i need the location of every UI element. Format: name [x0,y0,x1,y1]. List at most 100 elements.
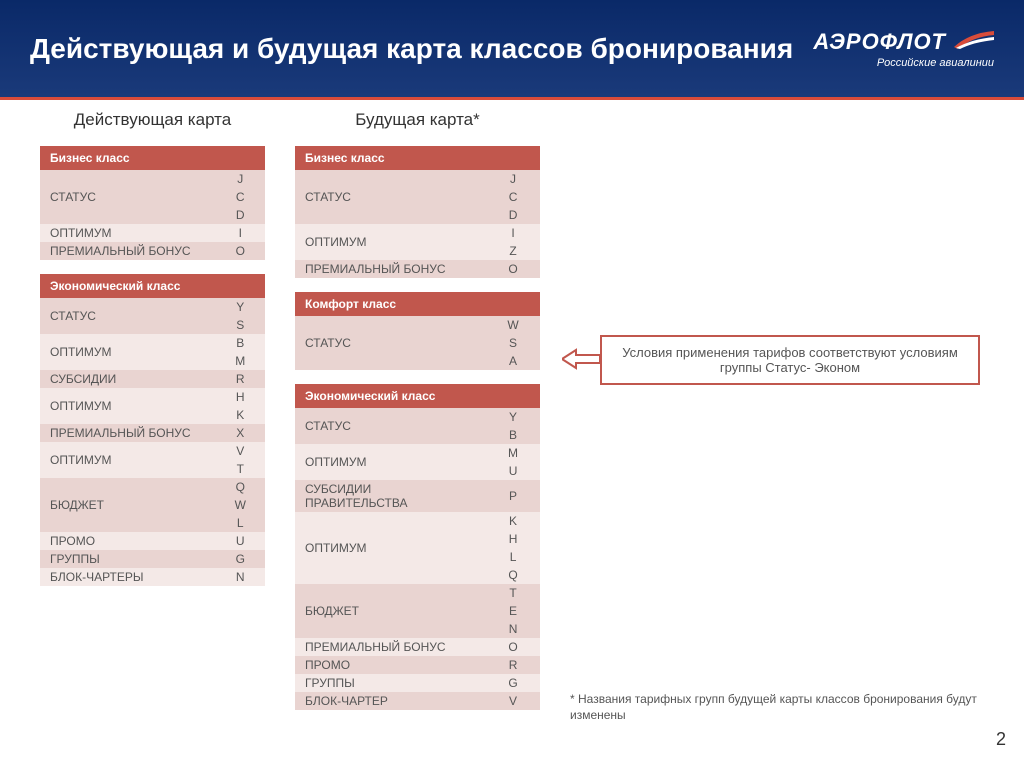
table-row: ПРЕМИАЛЬНЫЙ БОНУСO [295,260,540,278]
section-header: Комфорт класс [295,292,540,316]
table-row: ОПТИМУМI [40,224,265,242]
row-code: K [486,512,540,530]
row-code: J [486,170,540,188]
page-title: Действующая и будущая карта классов брон… [30,32,793,66]
logo-sub: Российские авиалинии [813,57,994,69]
row-code: E [486,602,540,620]
row-code: G [216,550,266,568]
row-code: R [216,370,266,388]
row-label: ОПТИМУМ [40,442,216,478]
table-row: СТАТУСW [295,316,540,334]
row-label: ГРУППЫ [295,674,486,692]
table-row: ОПТИМУМI [295,224,540,242]
row-code: M [216,352,266,370]
section-header: Бизнес класс [295,146,540,170]
row-code: I [216,224,266,242]
row-code: O [216,242,266,260]
row-label: ПРОМО [40,532,216,550]
row-label: ОПТИМУМ [295,444,486,480]
row-code: A [486,352,540,370]
row-code: V [216,442,266,460]
row-code: Z [486,242,540,260]
column-future: Будущая карта* Бизнес классСТАТУСJCDОПТИ… [295,110,540,724]
table-row: СТАТУСY [295,408,540,426]
column-future-title: Будущая карта* [295,110,540,130]
row-code: W [216,496,266,514]
table-row: ОПТИМУМM [295,444,540,462]
row-code: U [486,462,540,480]
row-code: R [486,656,540,674]
table-row: ГРУППЫG [40,550,265,568]
table-row: ОПТИМУМH [40,388,265,406]
row-code: S [216,316,266,334]
row-code: D [486,206,540,224]
class-table: Экономический классСТАТУСYSОПТИМУМBMСУБС… [40,274,265,586]
row-label: ОПТИМУМ [40,334,216,370]
row-label: СУБСИДИИ ПРАВИТЕЛЬСТВА [295,480,486,512]
row-code: C [486,188,540,206]
class-table: Бизнес классСТАТУСJCDОПТИМУМIZПРЕМИАЛЬНЫ… [295,146,540,278]
row-code: U [216,532,266,550]
row-label: ОПТИМУМ [295,512,486,584]
logo: АЭРОФЛОТ Российские авиалинии [813,29,994,69]
row-code: Q [486,566,540,584]
row-label: СТАТУС [295,170,486,224]
row-code: X [216,424,266,442]
content-area: Действующая карта Бизнес классСТАТУСJCDО… [0,100,1024,734]
column-current: Действующая карта Бизнес классСТАТУСJCDО… [40,110,265,600]
row-label: ПРЕМИАЛЬНЫЙ БОНУС [40,242,216,260]
section-header: Экономический класс [295,384,540,408]
row-label: ПРЕМИАЛЬНЫЙ БОНУС [295,638,486,656]
row-code: O [486,260,540,278]
row-code: I [486,224,540,242]
table-row: ГРУППЫG [295,674,540,692]
row-label: БЮДЖЕТ [295,584,486,638]
row-code: H [216,388,266,406]
section-header: Экономический класс [40,274,265,298]
table-row: БЮДЖЕТT [295,584,540,602]
footnote: * Названия тарифных групп будущей карты … [570,692,980,723]
table-row: ОПТИМУМB [40,334,265,352]
row-code: L [486,548,540,566]
wing-icon [954,29,994,55]
table-row: СТАТУСJ [295,170,540,188]
row-label: БЛОК-ЧАРТЕР [295,692,486,710]
table-row: СУБСИДИИR [40,370,265,388]
arrow-icon [562,348,602,375]
logo-main: АЭРОФЛОТ [813,29,994,55]
row-code: C [216,188,266,206]
row-code: T [486,584,540,602]
row-label: ПРЕМИАЛЬНЫЙ БОНУС [295,260,486,278]
row-label: СТАТУС [295,316,486,370]
row-code: B [486,426,540,444]
table-row: ПРЕМИАЛЬНЫЙ БОНУСO [295,638,540,656]
row-code: Y [216,298,266,316]
row-code: Q [216,478,266,496]
row-label: ОПТИМУМ [40,388,216,424]
row-code: H [486,530,540,548]
row-code: K [216,406,266,424]
row-label: СТАТУС [40,298,216,334]
row-code: J [216,170,266,188]
column-current-title: Действующая карта [40,110,265,130]
row-code: P [486,480,540,512]
table-row: СУБСИДИИ ПРАВИТЕЛЬСТВАP [295,480,540,512]
class-table: Экономический классСТАТУСYBОПТИМУМMUСУБС… [295,384,540,710]
row-code: W [486,316,540,334]
row-code: G [486,674,540,692]
table-row: БЛОК-ЧАРТЕРЫN [40,568,265,586]
page-number: 2 [996,729,1006,750]
row-label: ГРУППЫ [40,550,216,568]
callout-box: Условия применения тарифов соответствуют… [600,335,980,385]
page-header: Действующая и будущая карта классов брон… [0,0,1024,100]
row-code: T [216,460,266,478]
table-row: ОПТИМУМV [40,442,265,460]
row-code: S [486,334,540,352]
table-row: ПРЕМИАЛЬНЫЙ БОНУСO [40,242,265,260]
row-label: ПРЕМИАЛЬНЫЙ БОНУС [40,424,216,442]
table-row: ПРЕМИАЛЬНЫЙ БОНУСX [40,424,265,442]
row-code: V [486,692,540,710]
table-row: ПРОМОU [40,532,265,550]
row-code: O [486,638,540,656]
row-code: Y [486,408,540,426]
